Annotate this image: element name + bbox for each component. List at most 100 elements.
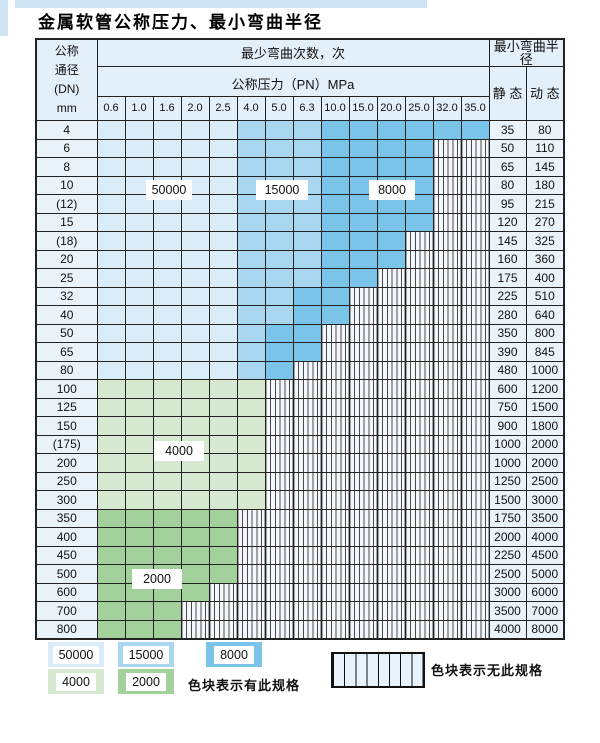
no-spec-cell — [460, 564, 490, 584]
cycles-label-4000: 4000 — [154, 441, 204, 461]
table-row: 15 120 270 — [35, 212, 565, 232]
dynamic-radius-value: 400 — [525, 268, 565, 288]
cycle-zone-cell-2000 — [180, 564, 210, 584]
dn-label: 6 — [35, 138, 98, 158]
cycle-zone-cell-8000 — [460, 120, 490, 140]
cycle-zone-cell-50000 — [124, 249, 154, 269]
no-spec-cell — [348, 323, 378, 343]
cycle-zone-cell-4000 — [236, 379, 266, 399]
cycle-zone-cell-8000 — [348, 138, 378, 158]
no-spec-cell — [348, 305, 378, 325]
no-spec-cell — [348, 601, 378, 621]
no-spec-cell — [460, 268, 490, 288]
cycle-zone-cell-2000 — [124, 527, 154, 547]
no-spec-cell — [320, 471, 350, 491]
no-spec-cell — [404, 397, 434, 417]
cycle-zone-cell-8000 — [376, 157, 406, 177]
cycle-zone-cell-2000 — [180, 545, 210, 565]
cycle-zone-cell-2000 — [180, 582, 210, 602]
cycle-zone-cell-4000 — [236, 416, 266, 436]
cycle-zone-cell-50000 — [96, 249, 126, 269]
no-spec-cell — [432, 342, 462, 362]
no-spec-cell — [460, 249, 490, 269]
cycle-zone-cell-15000 — [292, 268, 322, 288]
static-radius-value: 280 — [488, 305, 527, 325]
table-row: 100 600 1200 — [35, 379, 565, 399]
cycle-zone-cell-8000 — [432, 120, 462, 140]
dynamic-radius-value: 360 — [525, 249, 565, 269]
cycle-zone-cell-8000 — [376, 249, 406, 269]
table-row: 32 225 510 — [35, 286, 565, 306]
cycle-zone-cell-50000 — [180, 157, 210, 177]
cycle-zone-cell-8000 — [348, 249, 378, 269]
cycle-zone-cell-4000 — [236, 397, 266, 417]
pressure-value: 2.0 — [180, 96, 210, 121]
cycle-zone-cell-50000 — [96, 175, 126, 195]
cycles-label-8000: 8000 — [369, 180, 415, 200]
no-spec-cell — [404, 231, 434, 251]
cycle-zone-cell-15000 — [236, 212, 266, 232]
no-spec-cell — [404, 342, 434, 362]
no-spec-cell — [348, 342, 378, 362]
cycle-zone-cell-50000 — [208, 360, 238, 380]
no-spec-cell — [348, 619, 378, 639]
cycle-zone-cell-50000 — [180, 249, 210, 269]
legend-no-spec-note: 色块表示无此规格 — [431, 663, 544, 678]
no-spec-cell — [320, 397, 350, 417]
table-row: 200 1000 2000 — [35, 453, 565, 473]
cycle-zone-cell-50000 — [180, 138, 210, 158]
dn-label: 80 — [35, 360, 98, 380]
dn-label: (12) — [35, 194, 98, 214]
table-row: 65 390 845 — [35, 342, 565, 362]
cycle-zone-cell-50000 — [124, 231, 154, 251]
static-radius-value: 480 — [488, 360, 527, 380]
no-spec-cell — [376, 286, 406, 306]
dynamic-radius-value: 510 — [525, 286, 565, 306]
cycle-zone-cell-2000 — [208, 527, 238, 547]
no-spec-cell — [236, 545, 266, 565]
static-radius-value: 1000 — [488, 434, 527, 454]
legend-value-15000: 15000 — [122, 645, 170, 664]
cycle-zone-cell-50000 — [180, 342, 210, 362]
table-row: 350 1750 3500 — [35, 508, 565, 528]
no-spec-cell — [460, 231, 490, 251]
cycle-zone-cell-50000 — [208, 138, 238, 158]
static-radius-value: 390 — [488, 342, 527, 362]
static-radius-value: 3500 — [488, 601, 527, 621]
no-spec-cell — [376, 564, 406, 584]
cycle-zone-cell-2000 — [96, 582, 126, 602]
dn-label: 400 — [35, 527, 98, 547]
dn-label: 250 — [35, 471, 98, 491]
dn-label: 100 — [35, 379, 98, 399]
cycle-zone-cell-4000 — [96, 379, 126, 399]
no-spec-cell — [460, 194, 490, 214]
no-spec-cell — [432, 305, 462, 325]
cycle-zone-cell-8000 — [292, 342, 322, 362]
no-spec-cell — [292, 619, 322, 639]
cycle-zone-cell-2000 — [152, 601, 182, 621]
static-radius-value: 350 — [488, 323, 527, 343]
no-spec-cell — [432, 286, 462, 306]
cycle-zone-cell-50000 — [180, 212, 210, 232]
no-spec-cell — [404, 305, 434, 325]
cycle-zone-cell-8000 — [320, 268, 350, 288]
static-column-header: 静 态 — [488, 66, 527, 121]
no-spec-cell — [460, 323, 490, 343]
no-spec-cell — [404, 286, 434, 306]
no-spec-cell — [292, 564, 322, 584]
no-spec-cell — [460, 286, 490, 306]
no-spec-cell — [460, 527, 490, 547]
cycle-zone-cell-8000 — [348, 157, 378, 177]
cycle-zone-cell-4000 — [96, 416, 126, 436]
table-row: 400 2000 4000 — [35, 527, 565, 547]
legend-value-50000: 50000 — [52, 645, 100, 664]
legend-has-spec-note: 色块表示有此规格 — [188, 678, 301, 693]
static-radius-value: 65 — [488, 157, 527, 177]
no-spec-cell — [292, 360, 322, 380]
cycle-zone-cell-8000 — [292, 286, 322, 306]
legend-swatch-15000: 15000 — [118, 642, 174, 667]
cycle-zone-cell-50000 — [208, 212, 238, 232]
no-spec-cell — [376, 601, 406, 621]
cycle-zone-cell-15000 — [264, 120, 294, 140]
no-spec-cell — [292, 471, 322, 491]
